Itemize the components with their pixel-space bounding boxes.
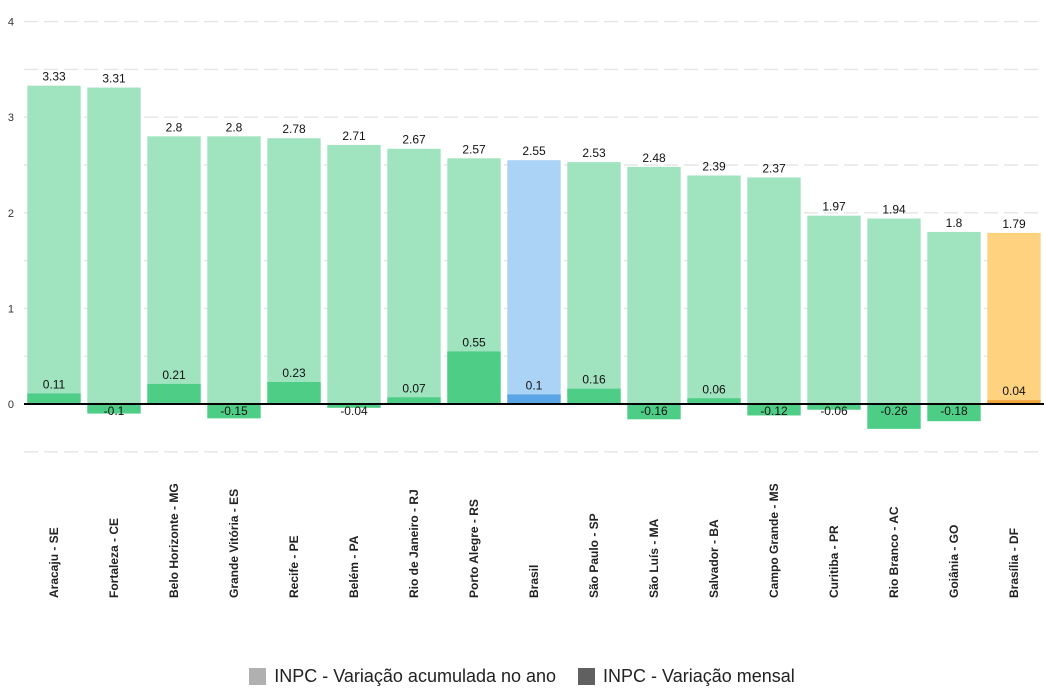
x-tick-label: São Luís - MA xyxy=(647,518,661,598)
bar-accumulated xyxy=(627,166,681,404)
bar-accumulated xyxy=(687,175,741,404)
data-label-monthly: -0.26 xyxy=(880,404,908,418)
data-label-accumulated: 1.97 xyxy=(822,200,846,214)
bar-accumulated xyxy=(927,231,981,404)
x-tick-label: São Paulo - SP xyxy=(587,513,601,598)
x-tick-label: Recife - PE xyxy=(287,535,301,598)
data-label-monthly: 0.21 xyxy=(162,368,186,382)
legend-label-accumulated: INPC - Variação acumulada no ano xyxy=(274,665,557,686)
x-tick-label: Curitiba - PR xyxy=(827,525,841,598)
x-tick-label: Campo Grande - MS xyxy=(767,483,781,598)
bar-monthly xyxy=(147,383,201,404)
data-label-accumulated: 2.53 xyxy=(582,146,606,160)
legend-label-monthly: INPC - Variação mensal xyxy=(603,665,795,686)
data-label-monthly: 0.04 xyxy=(1002,384,1026,398)
data-label-monthly: 0.07 xyxy=(402,381,426,395)
bar-monthly xyxy=(567,388,621,404)
bar-monthly xyxy=(447,351,501,404)
y-tick-label: 3 xyxy=(8,112,14,124)
legend-item-monthly: INPC - Variação mensal xyxy=(578,666,795,687)
data-label-accumulated: 2.8 xyxy=(166,120,183,134)
data-label-monthly: 0.1 xyxy=(526,378,543,392)
y-tick-label: 0 xyxy=(8,399,14,411)
bar-monthly xyxy=(807,404,861,410)
data-label-monthly: -0.15 xyxy=(220,404,248,418)
data-label-monthly: -0.18 xyxy=(940,404,968,418)
bar-accumulated xyxy=(507,160,561,404)
y-tick-label: 1 xyxy=(8,303,14,315)
bar-accumulated xyxy=(267,138,321,404)
bar-accumulated xyxy=(87,87,141,405)
data-label-monthly: -0.12 xyxy=(760,404,788,418)
x-tick-label: Fortaleza - CE xyxy=(107,518,121,598)
legend-item-accumulated: INPC - Variação acumulada no ano xyxy=(249,666,556,687)
bar-accumulated xyxy=(747,177,801,404)
bar-accumulated xyxy=(387,148,441,404)
bar-monthly xyxy=(747,404,801,416)
data-label-accumulated: 2.55 xyxy=(522,144,546,158)
y-tick-label: 2 xyxy=(8,208,14,220)
chart-svg: 0 1 2 3 4 3.33 0.11 Aracaju - SE 3.31 -0.1 Fortale… xyxy=(8,17,1044,598)
legend-swatch-accumulated xyxy=(249,667,267,685)
bar-monthly xyxy=(987,400,1041,404)
bar-accumulated xyxy=(807,215,861,404)
data-label-accumulated: 2.37 xyxy=(762,161,786,175)
legend-swatch-monthly xyxy=(578,667,596,685)
data-label-accumulated: 2.78 xyxy=(282,122,306,136)
data-label-accumulated: 1.79 xyxy=(1002,217,1026,231)
data-label-accumulated: 2.39 xyxy=(702,160,726,174)
bar-monthly xyxy=(327,404,381,408)
bar-monthly xyxy=(387,397,441,404)
legend: INPC - Variação acumulada no ano INPC - … xyxy=(0,664,1044,688)
data-label-monthly: 0.23 xyxy=(282,366,306,380)
data-label-monthly: 0.11 xyxy=(43,377,66,391)
bar-monthly xyxy=(627,404,681,420)
x-tick-label: Rio Branco - AC xyxy=(887,506,901,598)
bar-accumulated xyxy=(27,85,81,404)
x-tick-label: Belo Horizonte - MG xyxy=(167,483,181,598)
x-tick-label: Belém - PA xyxy=(347,535,361,598)
y-tick-label: 4 xyxy=(8,17,14,29)
bar-accumulated xyxy=(327,144,381,404)
data-label-monthly: 0.16 xyxy=(582,373,606,387)
x-tick-label: Brasília - DF xyxy=(1007,528,1021,598)
bar-accumulated xyxy=(207,136,261,404)
bar-accumulated xyxy=(147,136,201,404)
data-label-accumulated: 2.67 xyxy=(402,133,426,147)
data-label-accumulated: 3.33 xyxy=(42,70,66,84)
x-tick-label: Brasil xyxy=(527,565,541,598)
bar-monthly xyxy=(687,398,741,404)
data-label-monthly: -0.06 xyxy=(820,404,848,418)
bar-monthly xyxy=(867,404,921,429)
bar-accumulated xyxy=(867,218,921,404)
data-label-accumulated: 1.94 xyxy=(882,203,906,217)
data-label-monthly: 0.55 xyxy=(462,335,486,349)
bar-monthly xyxy=(507,394,561,404)
data-label-accumulated: 2.8 xyxy=(226,120,243,134)
x-tick-label: Grande Vitória - ES xyxy=(227,489,241,598)
x-tick-label: Goiânia - GO xyxy=(947,525,961,598)
bar-accumulated xyxy=(567,162,621,404)
x-tick-label: Aracaju - SE xyxy=(47,527,61,598)
bar-monthly xyxy=(87,404,141,414)
data-label-accumulated: 2.71 xyxy=(342,129,366,143)
bar-monthly xyxy=(207,404,261,419)
data-label-accumulated: 3.31 xyxy=(102,72,126,86)
bar-monthly xyxy=(927,404,981,422)
data-label-monthly: 0.06 xyxy=(702,382,726,396)
data-label-monthly: -0.16 xyxy=(640,404,668,418)
x-tick-label: Porto Alegre - RS xyxy=(467,499,481,598)
bar-monthly xyxy=(27,393,81,404)
x-tick-label: Salvador - BA xyxy=(707,519,721,598)
x-tick-label: Rio de Janeiro - RJ xyxy=(407,489,421,598)
data-label-monthly: -0.1 xyxy=(104,404,125,418)
data-label-accumulated: 2.57 xyxy=(462,142,486,156)
bar-monthly xyxy=(267,382,321,404)
bar-accumulated xyxy=(987,232,1041,404)
data-label-monthly: -0.04 xyxy=(340,404,368,418)
data-label-accumulated: 2.48 xyxy=(642,151,666,165)
data-label-accumulated: 1.8 xyxy=(946,216,963,230)
